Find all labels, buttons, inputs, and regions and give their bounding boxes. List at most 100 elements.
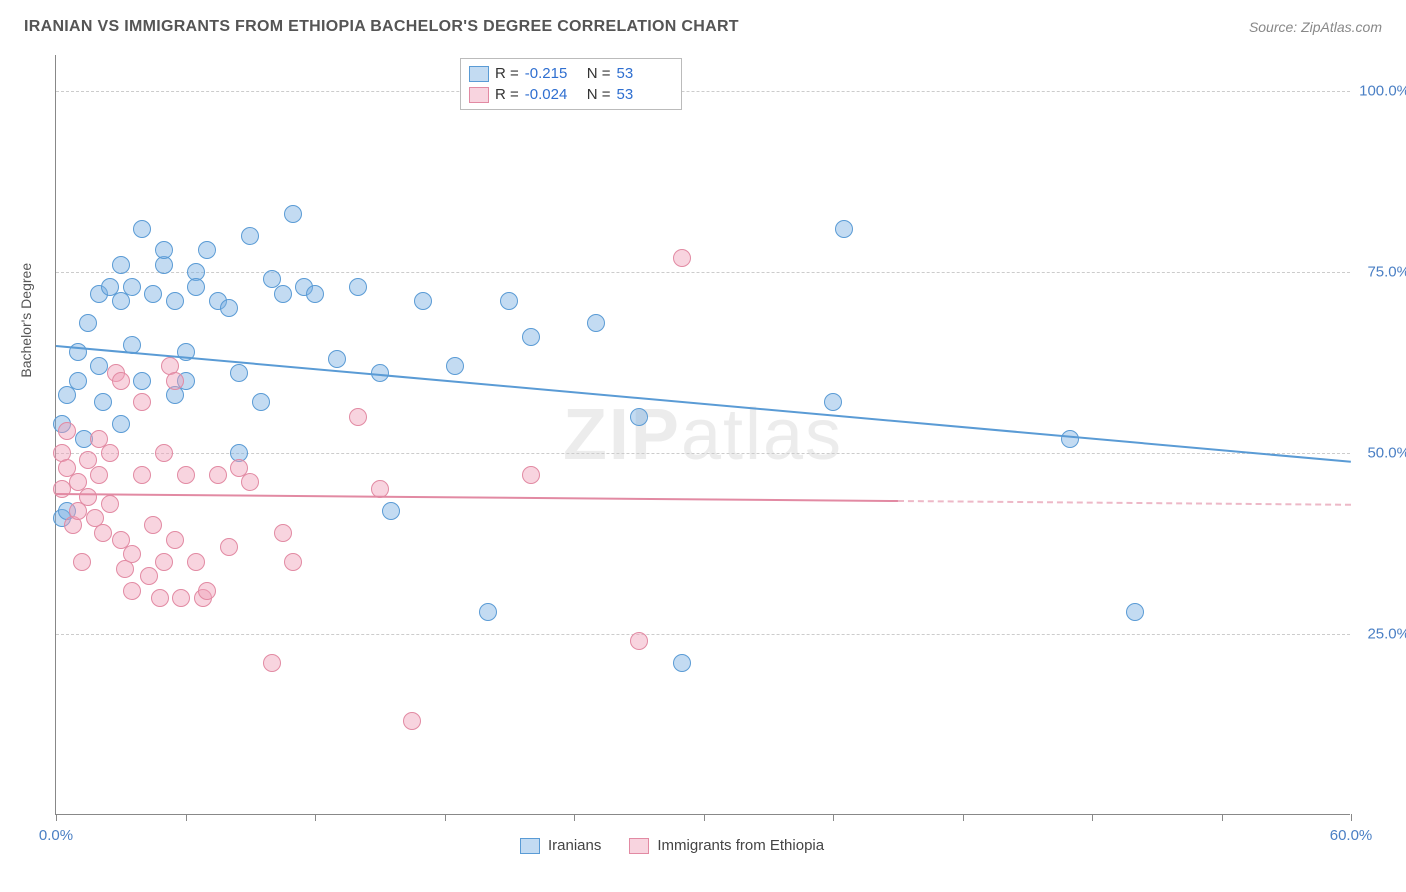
legend-swatch [469,66,489,82]
legend-stat-row: R = -0.215 N = 53 [469,63,673,84]
regression-line [898,500,1351,506]
x-tick [445,814,446,821]
scatter-point [101,444,119,462]
regression-line [56,345,1351,463]
scatter-point [479,603,497,621]
r-label: R = [495,86,519,103]
r-label: R = [495,65,519,82]
plot-area: ZIPatlas 25.0%50.0%75.0%100.0%0.0%60.0% [55,55,1350,815]
legend-stats: R =-0.215N =53R =-0.024N =53 [460,58,682,110]
x-tick [315,814,316,821]
scatter-point [123,582,141,600]
scatter-point [140,567,158,585]
scatter-point [306,285,324,303]
scatter-point [90,357,108,375]
r-value: -0.215 [525,65,581,82]
scatter-point [382,502,400,520]
scatter-point [241,473,259,491]
x-tick [963,814,964,821]
scatter-point [522,328,540,346]
title-bar: IRANIAN VS IMMIGRANTS FROM ETHIOPIA BACH… [24,18,1382,36]
scatter-point [166,531,184,549]
scatter-point [522,466,540,484]
scatter-point [349,278,367,296]
chart-container: IRANIAN VS IMMIGRANTS FROM ETHIOPIA BACH… [0,0,1406,892]
x-tick [574,814,575,821]
n-value: 53 [617,86,673,103]
legend-item: Iranians [520,837,601,854]
scatter-point [58,422,76,440]
scatter-point [112,256,130,274]
legend-swatch [520,838,540,854]
x-tick [704,814,705,821]
n-value: 53 [617,65,673,82]
scatter-point [155,444,173,462]
scatter-point [112,372,130,390]
scatter-point [284,553,302,571]
scatter-point [94,393,112,411]
scatter-point [112,415,130,433]
legend-stat-row: R =-0.024N =53 [469,84,673,105]
grid-line [56,272,1350,273]
x-tick [1222,814,1223,821]
scatter-point [446,357,464,375]
scatter-point [220,538,238,556]
scatter-point [824,393,842,411]
scatter-point [403,712,421,730]
grid-line [56,634,1350,635]
scatter-point [630,408,648,426]
scatter-point [133,220,151,238]
scatter-point [284,205,302,223]
scatter-point [90,466,108,484]
scatter-point [630,632,648,650]
scatter-point [172,589,190,607]
grid-line [56,453,1350,454]
scatter-point [101,495,119,513]
y-tick-label: 100.0% [1355,83,1406,100]
scatter-point [835,220,853,238]
scatter-point [587,314,605,332]
scatter-point [1061,430,1079,448]
y-tick-label: 50.0% [1355,445,1406,462]
scatter-point [144,516,162,534]
scatter-point [209,466,227,484]
scatter-point [673,249,691,267]
legend-swatch [469,87,489,103]
legend-label: Immigrants from Ethiopia [657,837,824,854]
scatter-point [187,278,205,296]
scatter-point [241,227,259,245]
watermark: ZIPatlas [563,394,843,476]
n-label: N = [587,86,611,103]
legend-item: Immigrants from Ethiopia [629,837,824,854]
scatter-point [73,553,91,571]
scatter-point [274,524,292,542]
legend-swatch [629,838,649,854]
source-label: Source: ZipAtlas.com [1249,19,1382,35]
scatter-point [328,350,346,368]
chart-title: IRANIAN VS IMMIGRANTS FROM ETHIOPIA BACH… [24,18,739,36]
scatter-point [133,393,151,411]
scatter-point [349,408,367,426]
scatter-point [166,292,184,310]
scatter-point [500,292,518,310]
legend-series: Iranians Immigrants from Ethiopia [520,837,824,854]
x-tick [56,814,57,821]
scatter-point [133,466,151,484]
x-tick-label: 0.0% [39,827,73,844]
scatter-point [79,488,97,506]
scatter-point [1126,603,1144,621]
scatter-point [166,372,184,390]
x-tick [1092,814,1093,821]
y-axis-label: Bachelor's Degree [18,263,34,378]
scatter-point [79,314,97,332]
scatter-point [230,364,248,382]
legend-label: Iranians [548,837,601,854]
scatter-point [94,524,112,542]
grid-line [56,91,1350,92]
n-label: N = [587,65,611,82]
scatter-point [414,292,432,310]
y-tick-label: 25.0% [1355,626,1406,643]
scatter-point [69,372,87,390]
y-tick-label: 75.0% [1355,264,1406,281]
scatter-point [151,589,169,607]
